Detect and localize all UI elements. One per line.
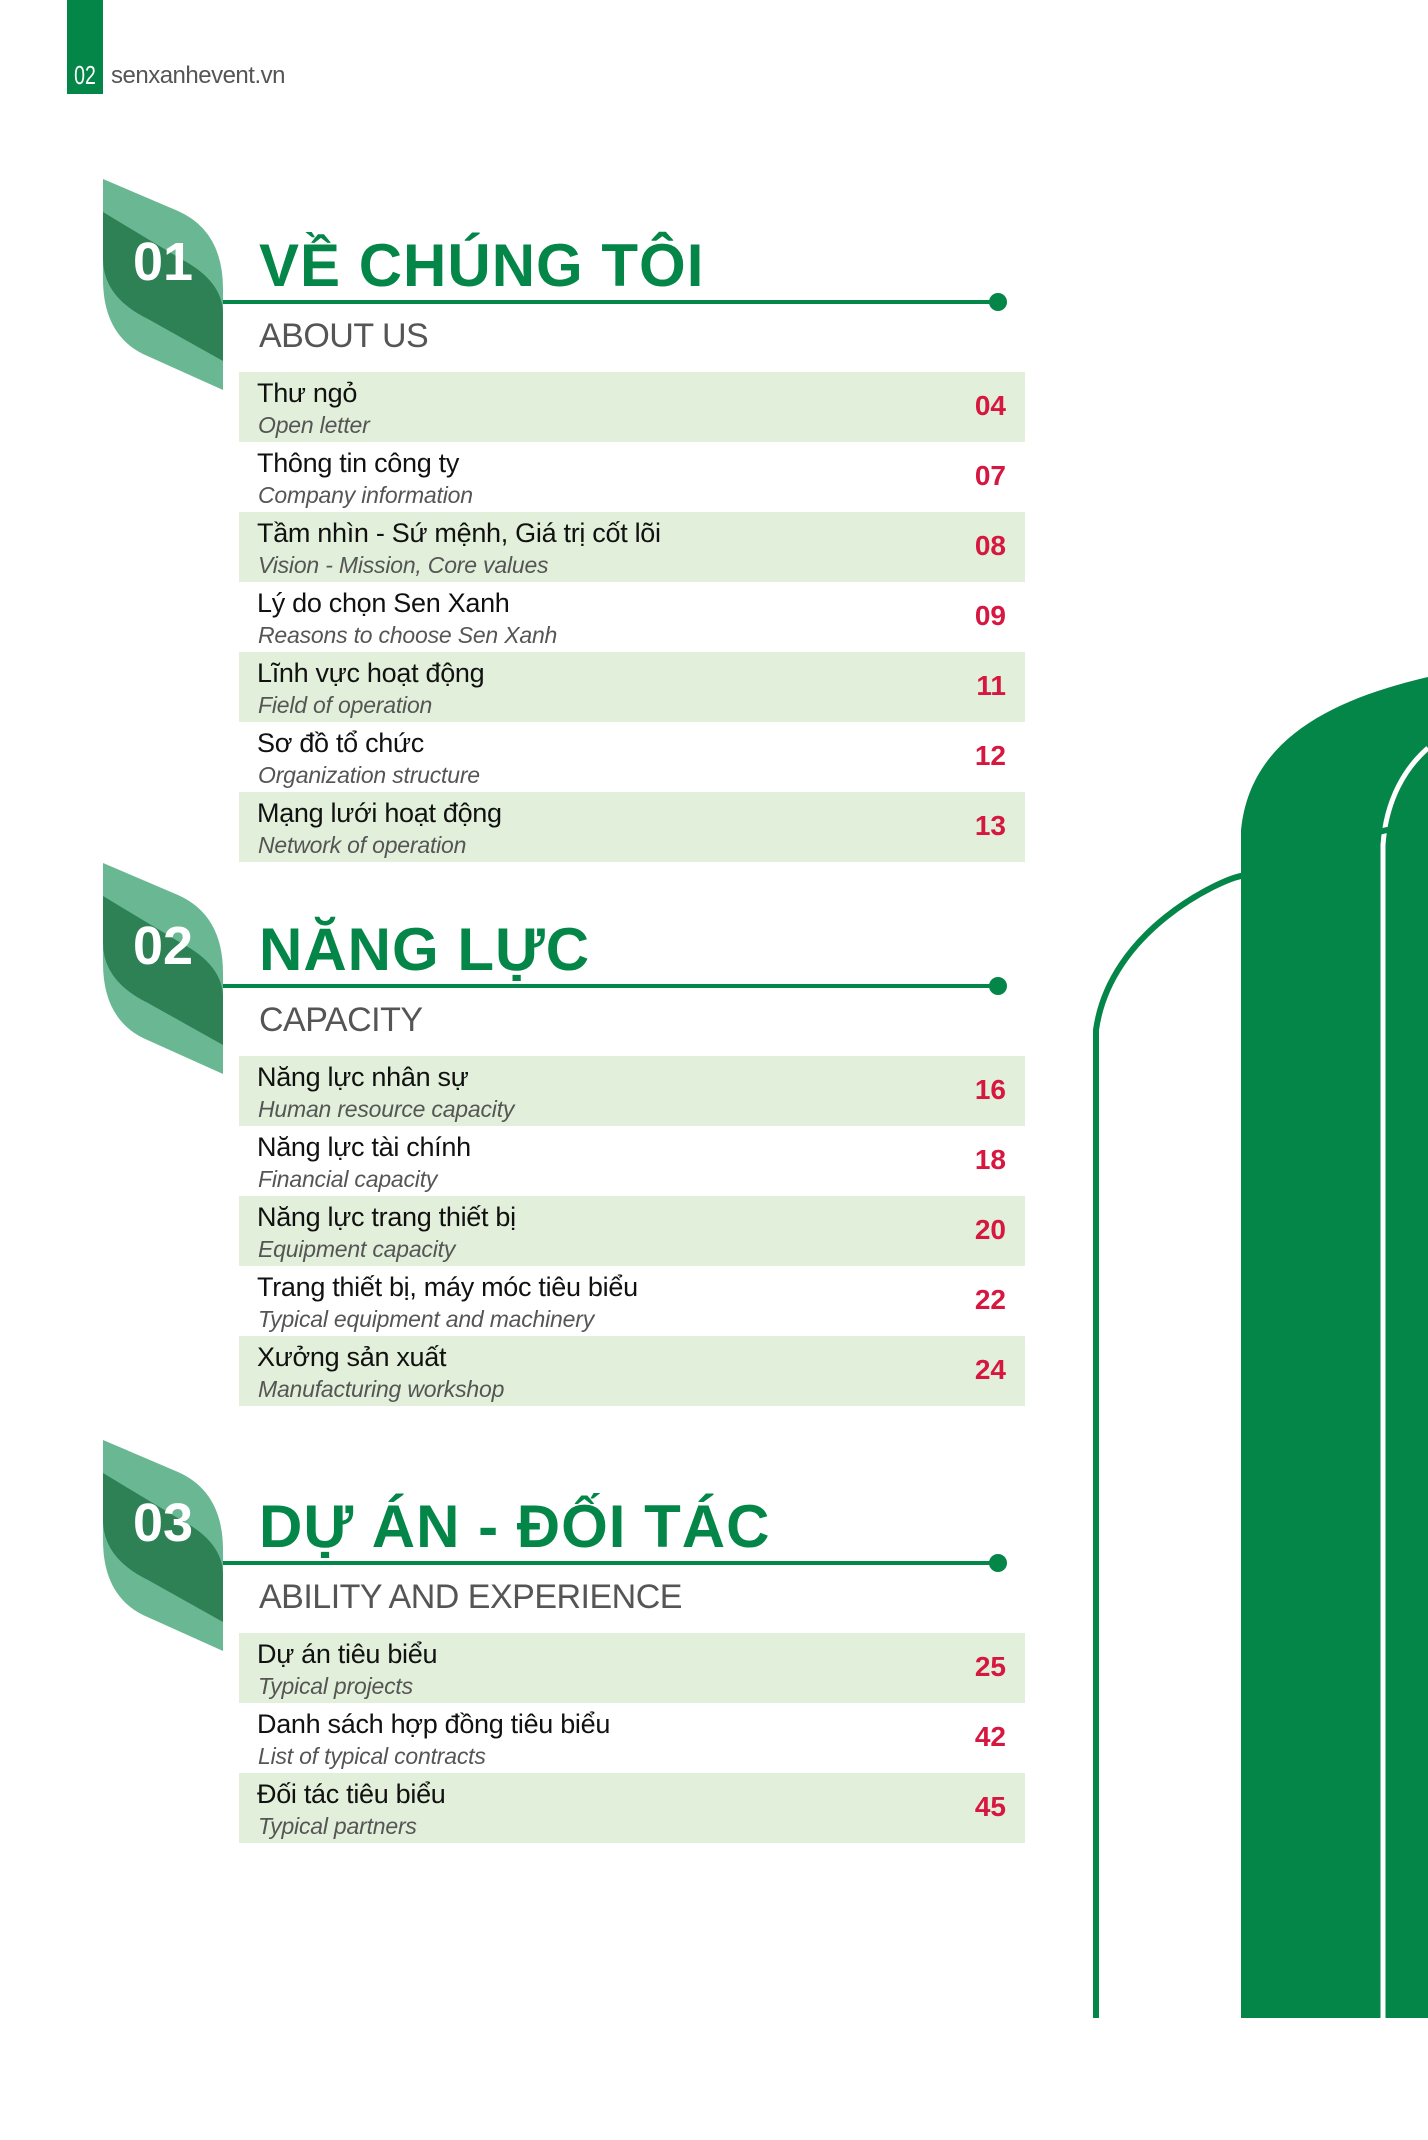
entry-page-number: 45 [974,1791,1006,1822]
toc-entry[interactable]: Tầm nhìn - Sứ mệnh, Giá trị cốt lõi Visi… [239,512,1025,582]
section-number-badge [103,179,223,390]
toc-section: 02 NĂNG LỰC CAPACITY Năng lực nhân sự Hu… [0,863,1060,1563]
toc-entry[interactable]: Năng lực tài chính Financial capacity 18 [239,1126,1025,1196]
section-subtitle: ABOUT US [259,317,429,355]
toc-entry[interactable]: Năng lực trang thiết bị Equipment capaci… [239,1196,1025,1266]
entry-page-number: 42 [974,1721,1006,1752]
entry-title-en: Typical projects [258,1673,413,1699]
entry-title-en: Network of operation [258,832,467,858]
toc-section: 03 DỰ ÁN - ĐỐI TÁC ABILITY AND EXPERIENC… [0,1440,1060,2140]
entry-title-en: Human resource capacity [258,1096,515,1122]
toc-entry[interactable]: Dự án tiêu biểu Typical projects 25 [239,1633,1025,1703]
entry-title-en: Manufacturing workshop [258,1376,505,1402]
toc-entry[interactable]: Thông tin công ty Company information 07 [239,442,1025,512]
entry-title-en: Organization structure [258,762,480,788]
header-website: senxanhevent.vn [111,62,285,89]
decorative-inner-white-line [1380,746,1428,2018]
entry-title-vi: Trang thiết bị, máy móc tiêu biểu [257,1272,638,1302]
entry-page-number: 22 [974,1284,1006,1315]
entry-title-vi: Thư ngỏ [257,378,358,408]
entry-title-vi: Năng lực tài chính [257,1132,471,1162]
entry-page-number: 20 [974,1214,1006,1245]
entry-title-en: Company information [258,482,473,508]
entry-title-vi: Sơ đồ tổ chức [257,728,424,758]
entry-title-vi: Thông tin công ty [257,448,460,478]
entry-title-vi: Năng lực trang thiết bị [257,1202,516,1232]
section-title: DỰ ÁN - ĐỐI TÁC [259,1493,771,1560]
section-divider [223,1561,995,1565]
entry-page-number: 16 [974,1074,1006,1105]
header-page-tab [67,0,103,94]
entry-title-en: Typical equipment and machinery [258,1306,594,1332]
entry-page-number: 13 [974,810,1006,841]
toc-entry[interactable]: Đối tác tiêu biểu Typical partners 45 [239,1773,1025,1843]
entry-title-vi: Mạng lưới hoạt động [257,798,502,828]
decorative-outer-line [1093,819,1428,2018]
section-number: 01 [132,232,194,292]
entry-title-vi: Xưởng sản xuất [257,1342,447,1372]
toc-entry[interactable]: Lĩnh vực hoạt động Field of operation 11 [239,652,1025,722]
entry-page-number: 12 [974,740,1006,771]
toc-entry-list: Dự án tiêu biểu Typical projects 25 Danh… [239,1633,1025,1843]
entry-title-en: Field of operation [258,692,433,718]
toc-entry-list: Năng lực nhân sự Human resource capacity… [239,1056,1025,1406]
section-title: NĂNG LỰC [259,916,591,983]
section-subtitle: ABILITY AND EXPERIENCE [259,1578,682,1616]
entry-title-vi: Đối tác tiêu biểu [257,1779,446,1809]
section-number-badge [103,1440,223,1651]
section-divider [223,984,995,988]
section-number-badge [103,863,223,1074]
entry-page-number: 24 [974,1354,1006,1385]
entry-page-number: 09 [974,600,1006,631]
toc-entry[interactable]: Trang thiết bị, máy móc tiêu biểu Typica… [239,1266,1025,1336]
entry-title-en: List of typical contracts [258,1743,486,1769]
entry-title-en: Reasons to choose Sen Xanh [258,622,558,648]
entry-page-number: 07 [974,460,1006,491]
section-subtitle: CAPACITY [259,1001,423,1039]
entry-title-vi: Lý do chọn Sen Xanh [257,588,510,618]
toc-entry[interactable]: Lý do chọn Sen Xanh Reasons to choose Se… [239,582,1025,652]
toc-entry[interactable]: Năng lực nhân sự Human resource capacity… [239,1056,1025,1126]
entry-title-vi: Lĩnh vực hoạt động [257,658,485,688]
toc-entry[interactable]: Thư ngỏ Open letter 04 [239,372,1025,442]
toc-entry-list: Thư ngỏ Open letter 04 Thông tin công ty… [239,372,1025,862]
toc-entry[interactable]: Danh sách hợp đồng tiêu biểu List of typ… [239,1703,1025,1773]
section-number: 02 [132,916,194,976]
entry-page-number: 08 [974,530,1006,561]
entry-title-vi: Tầm nhìn - Sứ mệnh, Giá trị cốt lõi [257,518,661,548]
section-title: VỀ CHÚNG TÔI [259,232,705,299]
entry-title-en: Typical partners [258,1813,417,1839]
divider-end-dot [989,977,1007,995]
toc-entry[interactable]: Mạng lưới hoạt động Network of operation… [239,792,1025,862]
entry-title-en: Vision - Mission, Core values [258,552,549,578]
divider-end-dot [989,293,1007,311]
entry-page-number: 11 [976,670,1006,701]
entry-page-number: 25 [974,1651,1006,1682]
header-page-number: 02 [74,60,96,90]
entry-title-vi: Dự án tiêu biểu [257,1639,438,1669]
toc-entry[interactable]: Xưởng sản xuất Manufacturing workshop 24 [239,1336,1025,1406]
toc-section: 01 VỀ CHÚNG TÔI ABOUT US Thư ngỏ Open le… [0,179,1060,879]
entry-title-en: Open letter [258,412,370,438]
divider-end-dot [989,1554,1007,1572]
entry-page-number: 18 [974,1144,1006,1175]
entry-title-vi: Danh sách hợp đồng tiêu biểu [257,1709,611,1739]
entry-title-en: Equipment capacity [258,1236,456,1262]
decorative-arches [1093,677,1428,2018]
decorative-filled-arch [1241,677,1428,2018]
section-divider [223,300,995,304]
entry-page-number: 04 [974,390,1006,421]
entry-title-vi: Năng lực nhân sự [257,1062,469,1092]
section-number: 03 [132,1493,194,1553]
entry-title-en: Financial capacity [258,1166,438,1192]
toc-entry[interactable]: Sơ đồ tổ chức Organization structure 12 [239,722,1025,792]
